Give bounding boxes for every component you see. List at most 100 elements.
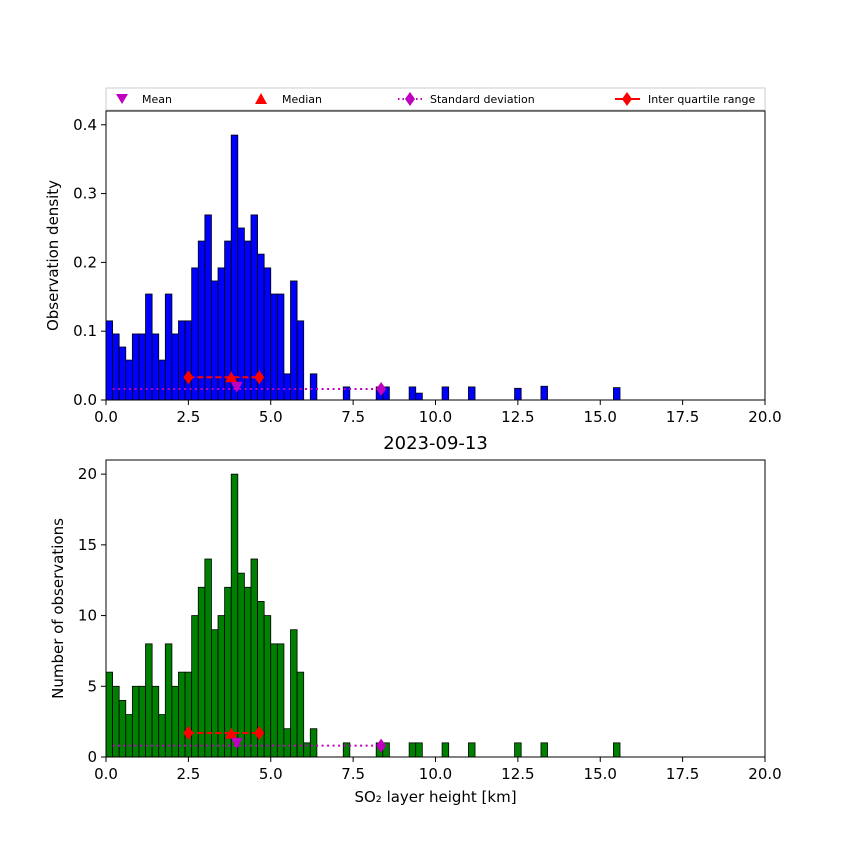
histogram-bar (408, 742, 417, 758)
histogram-bar (296, 671, 305, 758)
histogram-bar (158, 714, 166, 758)
histogram-bar (540, 742, 548, 758)
histogram-bar (105, 320, 113, 401)
histogram-bar (211, 629, 219, 758)
x-tick-label: 10.0 (419, 765, 452, 783)
histogram-bar (290, 280, 298, 401)
histogram-bar (197, 586, 206, 758)
histogram-bar (514, 742, 522, 758)
x-tick-label: 5.0 (259, 765, 283, 783)
histogram-bar (276, 293, 285, 401)
count-histogram-panel: 2023-09-13 0.0 2.5 5.0 7.5 10.0 12.5 15.0 17.5 2… (49, 433, 782, 806)
histogram-bar (217, 615, 226, 758)
histogram-bar (217, 267, 226, 401)
median-marker (225, 371, 238, 383)
x-tick-label: 0.0 (94, 765, 118, 783)
histogram-bar (243, 240, 252, 401)
iqr-end-marker (183, 370, 194, 385)
legend-item-median: Median (255, 93, 322, 106)
count-y-ticks: 0 5 10 15 20 (78, 465, 106, 766)
histogram-bar (237, 572, 245, 758)
histogram-bar (138, 333, 146, 401)
x-tick-label: 2.5 (176, 765, 200, 783)
density-x-ticks: 0.0 2.5 5.0 7.5 10.0 12.5 15.0 17.5 20.0 (94, 400, 782, 426)
iqr-end-marker (183, 725, 194, 740)
histogram-bar (263, 267, 272, 401)
histogram-bar (118, 700, 127, 758)
x-tick-label: 7.5 (341, 765, 365, 783)
histogram-bar (276, 643, 285, 758)
x-tick-label: 7.5 (341, 408, 365, 426)
histogram-bar (309, 728, 318, 758)
y-tick-label: 0.2 (73, 253, 97, 271)
legend-item-std: Standard deviation (398, 92, 535, 106)
histogram-bar (250, 558, 258, 758)
density-y-axis-label: Observation density (44, 180, 62, 331)
histogram-bar (540, 385, 548, 401)
histogram-bar (514, 387, 522, 401)
histogram-bar (270, 293, 278, 401)
legend-box (105, 87, 766, 111)
legend-item-iqr: Inter quartile range (615, 92, 755, 106)
histogram-bar (441, 742, 450, 758)
histogram-bar (191, 615, 199, 758)
y-tick-label: 10 (78, 607, 97, 625)
histogram-bar (309, 373, 318, 401)
y-tick-label: 20 (78, 465, 97, 483)
density-y-ticks: 0.0 0.1 0.2 0.3 0.4 (73, 116, 106, 409)
legend-label-median: Median (282, 93, 322, 106)
y-tick-label: 5 (87, 677, 97, 695)
histogram-bar (415, 392, 423, 401)
histogram-bar (178, 671, 186, 758)
histogram-bar (613, 742, 621, 758)
histogram-bar (613, 387, 621, 401)
histogram-bar (197, 240, 206, 401)
x-tick-label: 17.5 (666, 408, 699, 426)
histogram-bar (468, 742, 476, 758)
x-tick-label: 15.0 (584, 765, 617, 783)
histogram-bar (283, 373, 291, 401)
x-tick-label: 20.0 (748, 765, 781, 783)
histogram-bar (211, 280, 219, 401)
legend-label-iqr: Inter quartile range (648, 93, 755, 106)
chart-title: 2023-09-13 (383, 433, 488, 454)
median-marker-icon (255, 93, 267, 104)
histogram-bar (158, 359, 166, 401)
mean-marker (230, 381, 243, 393)
histogram-bar (290, 629, 298, 758)
x-tick-label: 10.0 (419, 408, 452, 426)
histogram-bar (164, 643, 173, 758)
x-tick-label: 15.0 (584, 408, 617, 426)
histogram-bar (105, 671, 113, 758)
density-bars (105, 134, 621, 401)
histogram-bar (230, 134, 239, 401)
x-tick-label: 2.5 (176, 408, 200, 426)
mean-marker-icon (116, 94, 128, 104)
histogram-bar (415, 742, 423, 758)
median-marker (225, 727, 238, 739)
histogram-bar (145, 293, 153, 401)
histogram-bar (171, 685, 179, 758)
histogram-bar (145, 643, 153, 758)
histogram-bar (250, 214, 258, 401)
y-tick-label: 0.4 (73, 116, 97, 134)
histogram-bar (441, 386, 450, 401)
x-tick-label: 5.0 (259, 408, 283, 426)
x-tick-label: 17.5 (666, 765, 699, 783)
histogram-bar (230, 473, 239, 758)
legend-label-std: Standard deviation (430, 93, 535, 106)
histogram-bar (171, 333, 179, 401)
y-tick-label: 0.3 (73, 185, 97, 203)
histogram-bar (204, 214, 212, 401)
x-tick-label: 20.0 (748, 408, 781, 426)
histogram-bar (263, 615, 272, 758)
histogram-bar (118, 346, 127, 401)
legend-item-mean: Mean (116, 93, 172, 106)
legend: Mean Median Standard deviation Inter qua… (105, 87, 766, 111)
histogram-bar (204, 558, 212, 758)
y-tick-label: 0 (87, 748, 97, 766)
histogram-bar (131, 333, 140, 401)
histogram-bar (184, 671, 193, 758)
histogram-bar (237, 227, 245, 401)
